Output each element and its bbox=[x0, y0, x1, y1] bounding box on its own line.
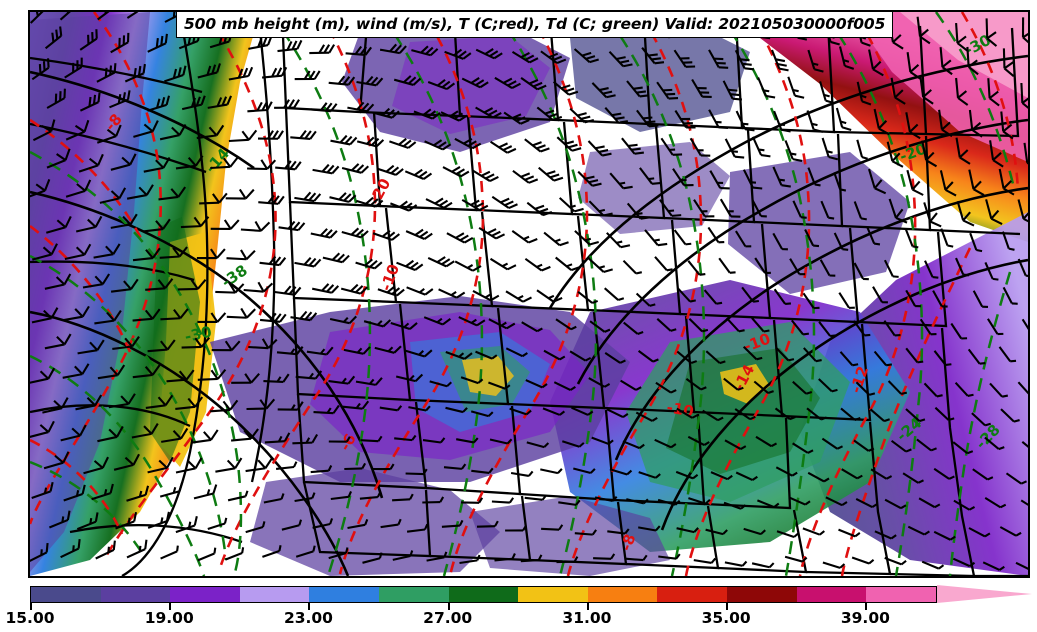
colorbar-tick-31.00 bbox=[586, 602, 589, 610]
svg-text:-8: -8 bbox=[617, 532, 640, 554]
colorbar-tick-35.00 bbox=[726, 602, 729, 610]
colorbar-tick-23.00 bbox=[308, 602, 311, 610]
colorbar-segment-39 bbox=[866, 587, 936, 602]
colorbar-label-19.00: 19.00 bbox=[144, 609, 194, 627]
colorbar-label-31.00: 31.00 bbox=[562, 609, 612, 627]
colorbar-tick-marks bbox=[30, 602, 935, 610]
colorbar-label-39.00: 39.00 bbox=[840, 609, 890, 627]
colorbar-segment-27 bbox=[448, 587, 519, 602]
map-canvas: -20 -10 -10 -10 -14 -12 -8 -6 -8 -30 -20… bbox=[30, 12, 1028, 576]
colorbar-segment-31 bbox=[587, 587, 658, 602]
isotach-shading-layer bbox=[30, 12, 1028, 576]
colorbar-label-23.00: 23.00 bbox=[283, 609, 333, 627]
colorbar-segment-35 bbox=[727, 587, 797, 602]
colorbar-segment-25 bbox=[379, 587, 449, 602]
colorbar-label-35.00: 35.00 bbox=[701, 609, 751, 627]
colorbar-segment-15 bbox=[31, 587, 101, 602]
colorbar-tick-19.00 bbox=[169, 602, 172, 610]
svg-text:-6: -6 bbox=[336, 431, 360, 454]
colorbar-label-27.00: 27.00 bbox=[423, 609, 473, 627]
colorbar-segment-29 bbox=[518, 587, 588, 602]
colorbar-gradient bbox=[30, 586, 937, 603]
colorbar: 15.00 19.00 23.00 27.00 31.00 35.00 39.00 bbox=[0, 583, 1037, 632]
colorbar-tick-39.00 bbox=[865, 602, 868, 610]
plot-title: 500 mb height (m), wind (m/s), T (C;red)… bbox=[176, 11, 894, 38]
colorbar-segment-19 bbox=[170, 587, 240, 602]
colorbar-extend-arrow-icon bbox=[937, 585, 1032, 603]
temperature-contours bbox=[30, 12, 1020, 576]
colorbar-label-15.00: 15.00 bbox=[5, 609, 55, 627]
colorbar-segment-33 bbox=[657, 587, 728, 602]
colorbar-segment-23 bbox=[309, 587, 380, 602]
colorbar-segment-37 bbox=[796, 587, 867, 602]
colorbar-segment-17 bbox=[100, 587, 171, 602]
colorbar-segment-21 bbox=[239, 587, 310, 602]
svg-text:-30: -30 bbox=[183, 323, 213, 346]
colorbar-tick-27.00 bbox=[447, 602, 450, 610]
map-plot-area: -20 -10 -10 -10 -14 -12 -8 -6 -8 -30 -20… bbox=[28, 10, 1030, 578]
colorbar-tick-15.00 bbox=[30, 602, 32, 610]
colorbar-tick-labels: 15.00 19.00 23.00 27.00 31.00 35.00 39.00 bbox=[0, 609, 1037, 631]
